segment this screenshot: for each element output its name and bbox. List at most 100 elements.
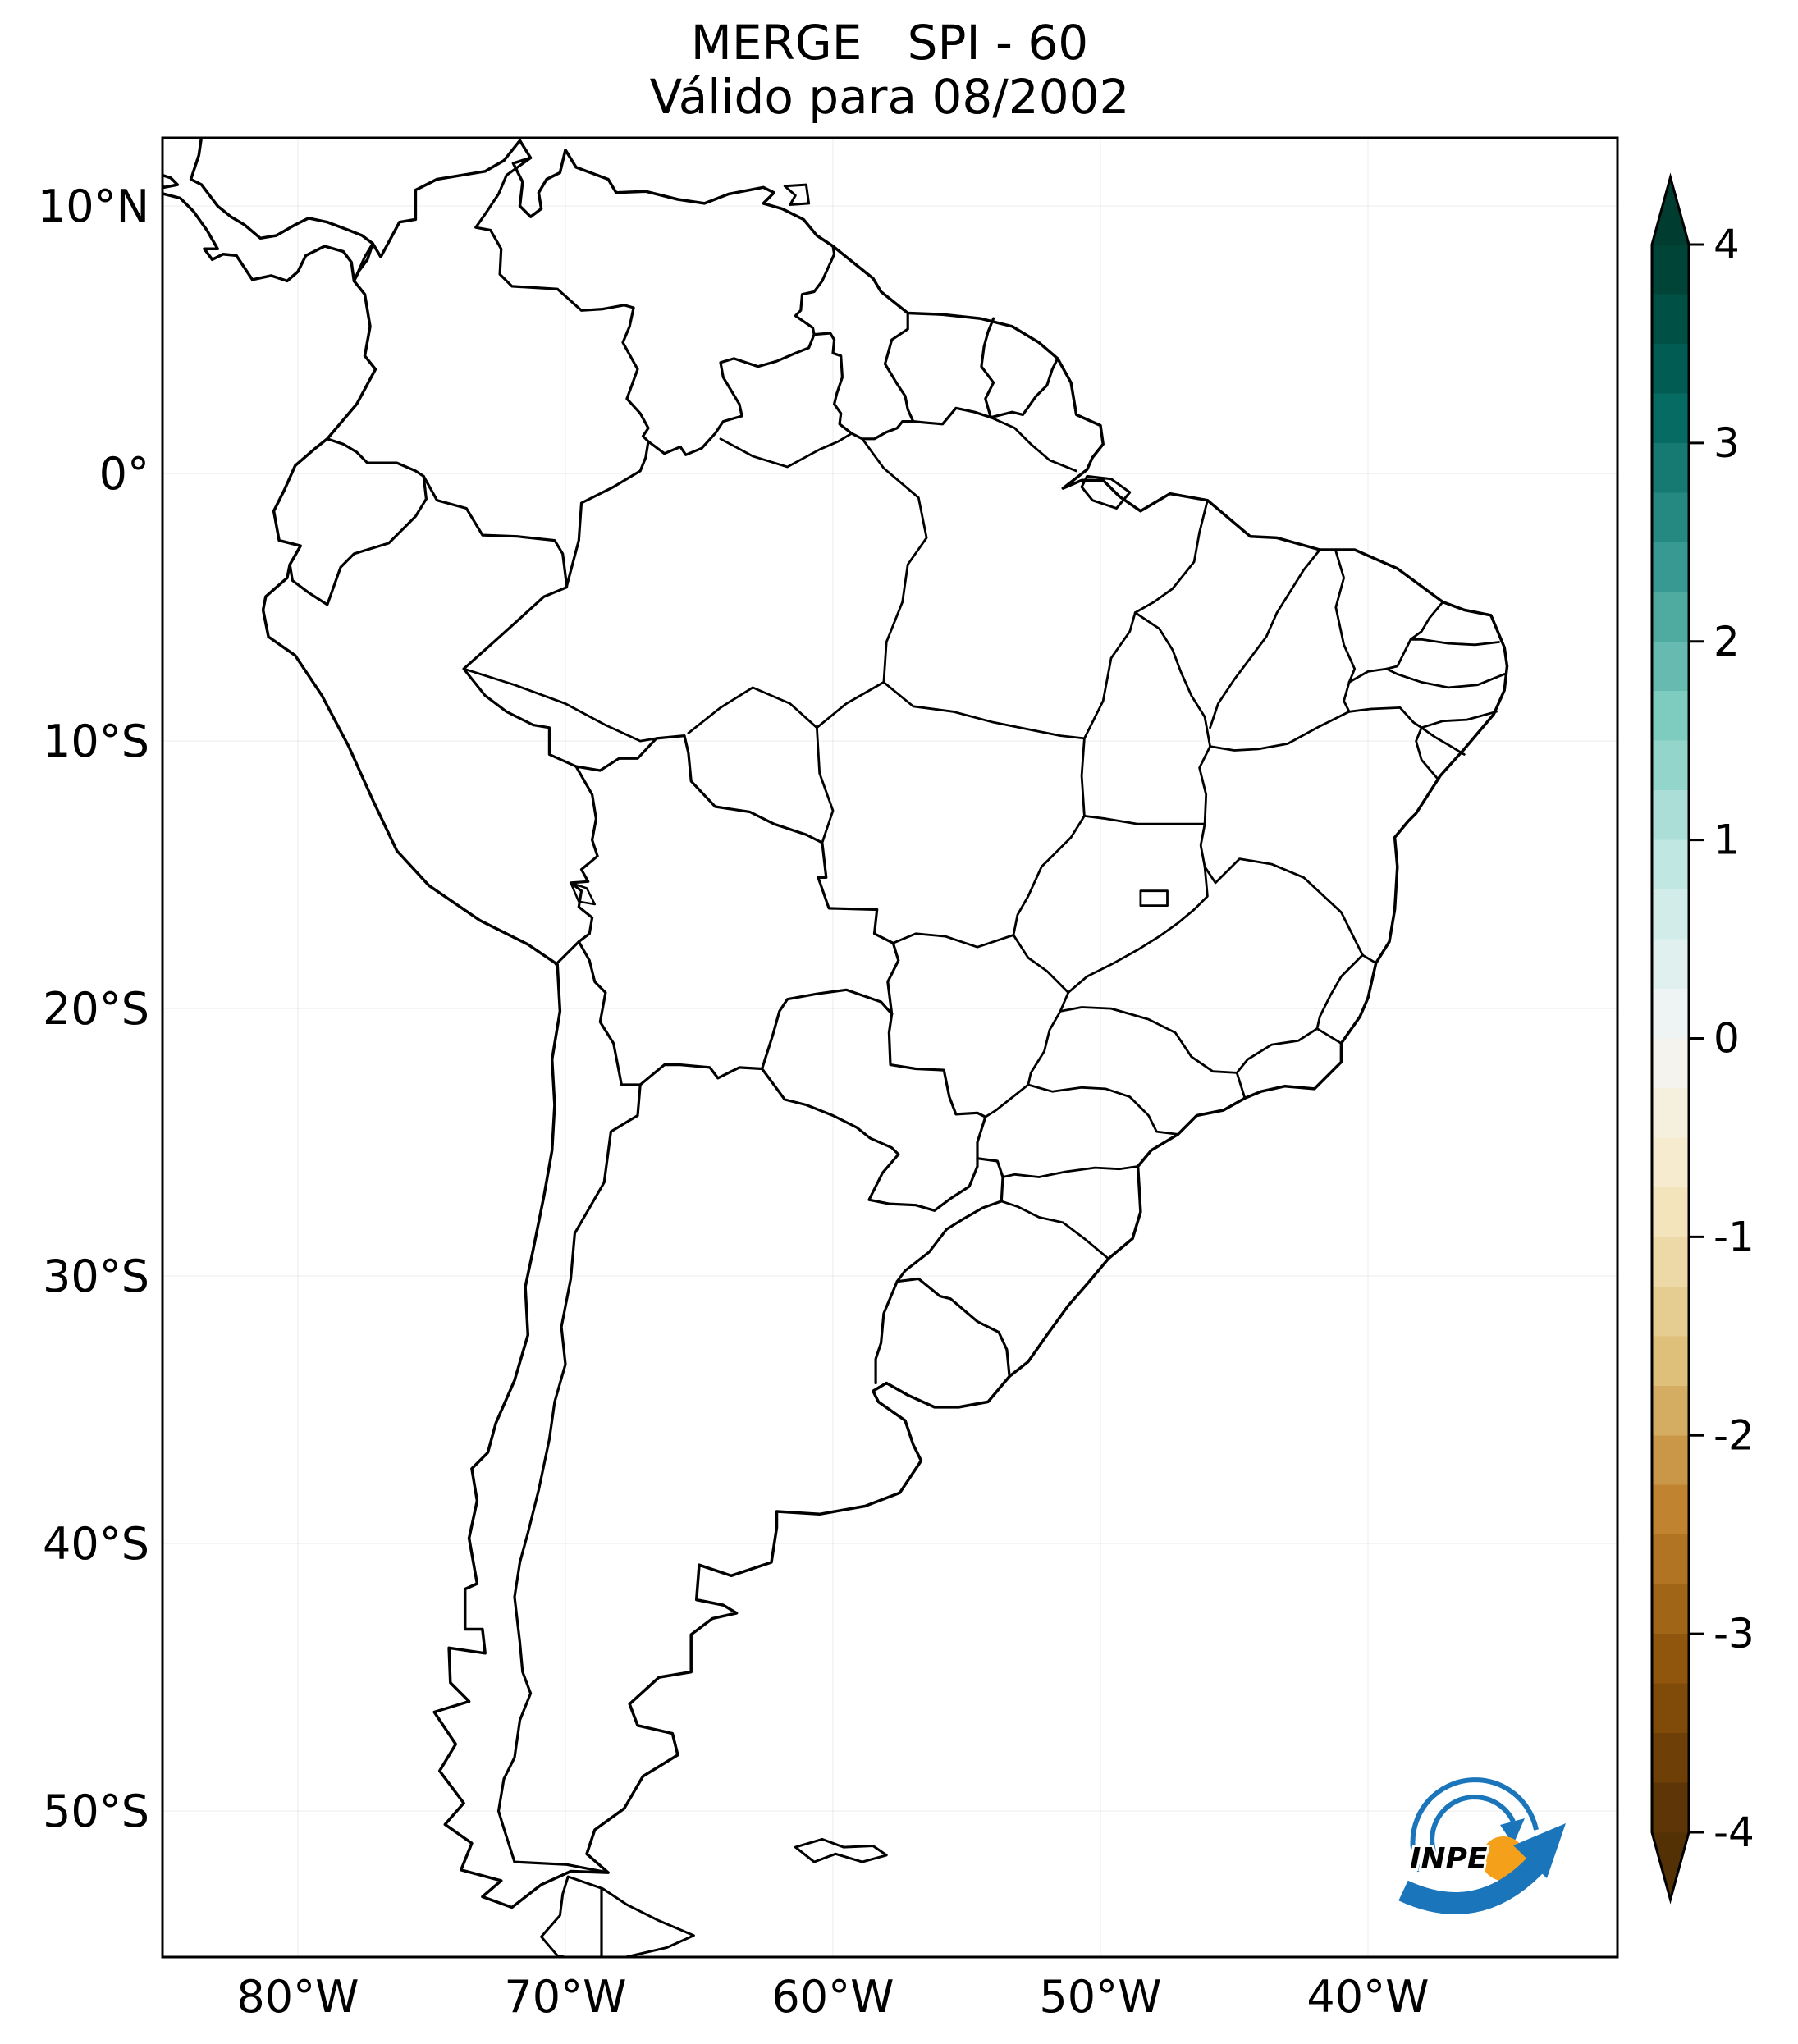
lon-tick-label-40°W: 40°W: [1306, 1971, 1429, 2023]
longitude-axis-labels: 80°W 70°W 60°W 50°W 40°W: [236, 1971, 1429, 2023]
state-maranhao-piaui: [1209, 548, 1321, 729]
border-suriname-french-guiana: [980, 317, 995, 419]
colorbar-tick-label-0: 0: [1713, 1015, 1740, 1063]
state-matogrossodosul-parana: [984, 1083, 1030, 1118]
lon-tick-label-50°W: 50°W: [1039, 1971, 1161, 2023]
border-peru-chile: [554, 940, 580, 966]
colorbar-band: [1652, 1385, 1689, 1436]
colorbar-band: [1652, 1733, 1689, 1784]
map-geometry: [162, 138, 1509, 1957]
state-riograndedonorte-paraiba: [1409, 638, 1501, 647]
colorbar-tick-label-3: 3: [1713, 419, 1740, 467]
state-matogrosso-matogrossodosul: [891, 932, 1015, 949]
colorbar-band: [1652, 939, 1689, 990]
state-goias-matogrosso: [1012, 815, 1086, 936]
state-minasgerais-riodejaneiro: [1235, 1027, 1319, 1074]
island-falklands: [794, 1837, 888, 1863]
colorbar-band: [1652, 1484, 1689, 1535]
colorbar-tick-labels: 4 3 2 1 0 -1 -2 -3 -4: [1689, 221, 1755, 1856]
colorbar-band: [1652, 1087, 1689, 1139]
island-trinidad: [783, 183, 811, 206]
latitude-axis-labels: 10°N 0° 10°S 20°S 30°S 40°S 50°S: [38, 181, 149, 1837]
colorbar-band: [1652, 1683, 1689, 1734]
state-goias-matogrossodosul: [1012, 934, 1070, 994]
state-para-matogrosso: [882, 681, 1086, 740]
lat-tick-label-10°N: 10°N: [38, 181, 149, 232]
border-brazil-uruguay: [895, 1277, 1011, 1378]
colorbar-band: [1652, 1584, 1689, 1635]
logo-swoosh-arrowhead-icon: [1500, 1818, 1525, 1845]
colorbar-tick-label--3: -3: [1713, 1610, 1755, 1658]
state-ceara-riograndedonorte: [1409, 601, 1444, 641]
border-bolivia-chile: [577, 940, 642, 1086]
border-paraguay-argentina: [761, 1067, 979, 1212]
state-espiritosanto-minasgerais: [1315, 953, 1364, 1030]
colorbar-band: [1652, 442, 1689, 493]
coastline-central-america-caribbean: [189, 138, 374, 245]
colorbar: [1650, 172, 1690, 1905]
lat-tick-label-20°S: 20°S: [43, 983, 149, 1035]
border-bolivia-paraguay: [761, 988, 894, 1071]
state-minasgerais-goias: [1059, 865, 1209, 1013]
state-distrito-federal: [1139, 889, 1169, 907]
colorbar-band: [1652, 889, 1689, 940]
colorbar-band: [1652, 1634, 1689, 1685]
state-matogrosso-tocantins: [1080, 737, 1086, 817]
colorbar-band: [1652, 1187, 1689, 1237]
state-rondonia-amazonas-matogrosso: [687, 686, 835, 844]
colorbar-band: [1652, 839, 1689, 890]
state-minasgerais-saopaulo: [1059, 1006, 1238, 1074]
colorbar-band: [1652, 1286, 1689, 1337]
colorbar-tick-label-1: 1: [1713, 816, 1740, 864]
island-marajo: [1080, 474, 1132, 510]
colorbar-band: [1652, 393, 1689, 444]
colorbar-band: [1652, 1534, 1689, 1585]
state-tocantins-maranhao: [1133, 611, 1211, 748]
lon-tick-label-70°W: 70°W: [504, 1971, 626, 2023]
state-tocantins-goias: [1083, 815, 1206, 825]
state-roraima-amazonas: [719, 432, 853, 469]
state-para-maranhao: [1133, 499, 1209, 614]
border-venezuela-guyana: [794, 245, 836, 336]
state-acre-amazonas: [462, 667, 658, 743]
state-amazonas-matogrosso: [816, 681, 885, 729]
figure-title-line1: MERGE SPI - 60: [691, 15, 1088, 71]
border-venezuela-brazil: [647, 333, 816, 456]
state-tocantins-bahia: [1198, 745, 1211, 825]
colorbar-band: [1652, 1336, 1689, 1387]
coastline-nicaragua-hook: [162, 173, 180, 190]
colorbar-lower-extend: [1652, 1832, 1689, 1900]
colorbar-tick-label--4: -4: [1713, 1809, 1755, 1856]
island-tierra-del-fuego: [540, 1875, 695, 1957]
border-colombia-peru: [422, 474, 569, 588]
state-bahia-minasgerais: [1203, 857, 1364, 957]
logo-big-arrow-head-icon: [1513, 1823, 1566, 1878]
colorbar-band: [1652, 1038, 1689, 1089]
lake-titicaca: [570, 881, 597, 906]
colorbar-band: [1652, 542, 1689, 592]
border-argentina-uruguay: [874, 1280, 899, 1385]
colorbar-band: [1652, 790, 1689, 841]
border-ecuador-peru: [288, 474, 428, 606]
state-amapa-para: [989, 416, 1077, 473]
state-bahia-goias: [1199, 822, 1206, 868]
lat-tick-label-30°S: 30°S: [43, 1251, 149, 1302]
inpe-logo: INPE: [1398, 1777, 1566, 1914]
border-paraguay-brazil: [887, 1013, 987, 1160]
state-piaui-ceara: [1334, 550, 1357, 684]
state-pernambuco-bahia: [1347, 706, 1423, 729]
colorbar-band: [1652, 245, 1689, 295]
border-colombia-venezuela: [474, 156, 650, 443]
colorbar-tick-label-2: 2: [1713, 618, 1740, 665]
state-para-tocantins: [1083, 611, 1137, 740]
border-peru-brazil: [462, 586, 578, 768]
lat-tick-label-10°S: 10°S: [43, 716, 149, 767]
border-guyana-brazil: [812, 332, 915, 441]
state-amazonas-para: [861, 437, 928, 684]
colorbar-band: [1652, 740, 1689, 791]
border-suriname-brazil: [912, 406, 992, 426]
colorbar-upper-extend: [1652, 177, 1689, 245]
border-guyana-suriname: [883, 311, 915, 423]
colorbar-band: [1652, 1782, 1689, 1833]
colorbar-band: [1652, 1435, 1689, 1486]
